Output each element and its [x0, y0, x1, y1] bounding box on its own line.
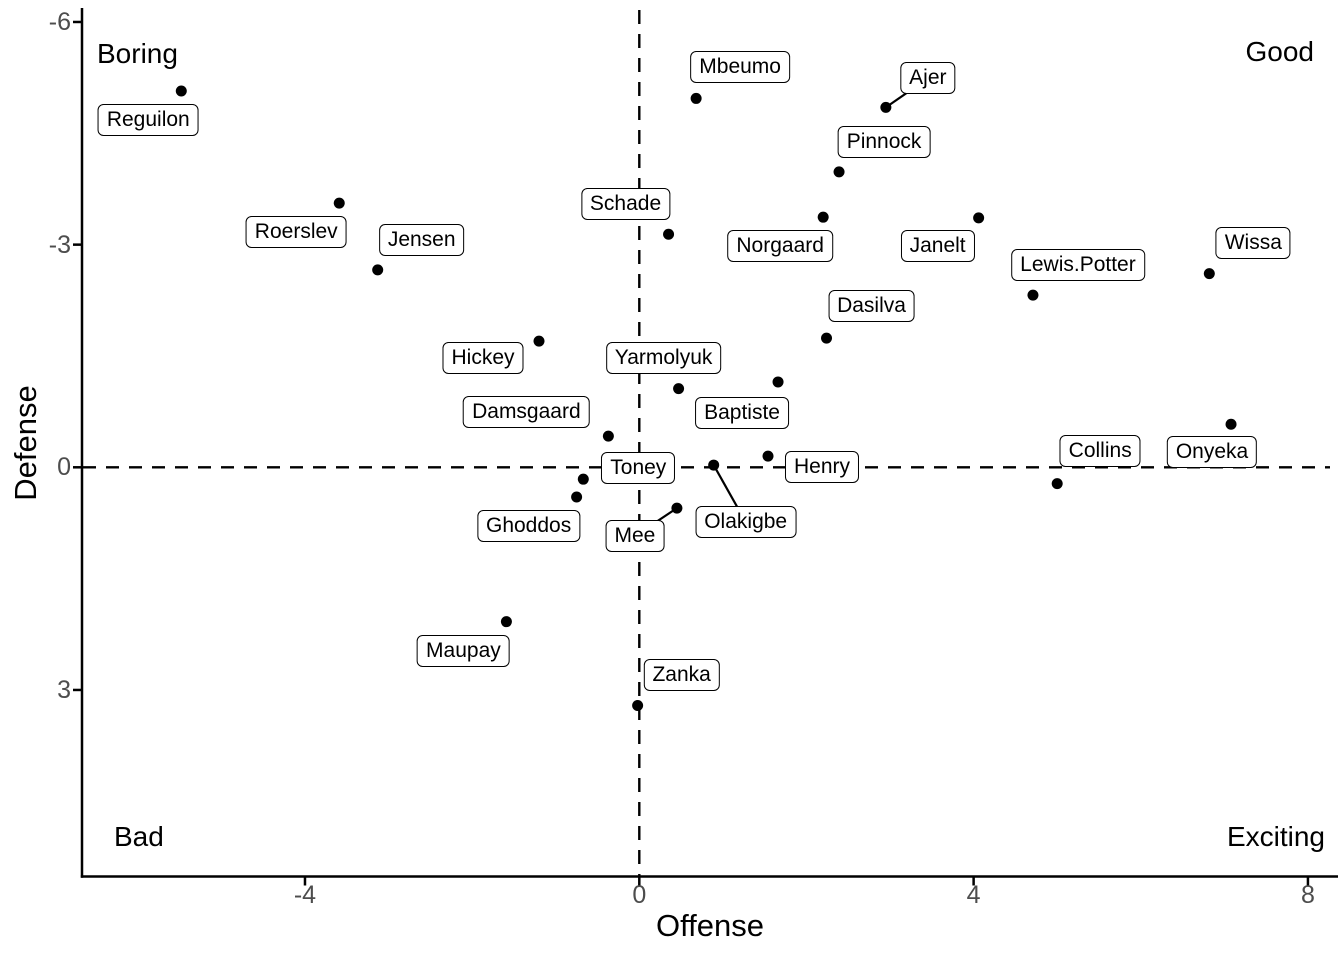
- point-label-mee: Mee: [605, 520, 665, 553]
- y-tick-label: 0: [57, 453, 71, 482]
- annotation-bottom-right: Exciting: [1226, 821, 1325, 852]
- point-label-norgaard: Norgaard: [727, 230, 833, 263]
- y-tick-label: -6: [48, 7, 71, 36]
- data-point-mbeumo: [690, 92, 702, 104]
- point-label-yarmolyuk: Yarmolyuk: [605, 341, 722, 374]
- point-label-collins: Collins: [1059, 434, 1141, 467]
- data-point-wissa: [1203, 268, 1215, 280]
- annotation-top-right: Good: [1245, 36, 1315, 67]
- data-point-lewis.potter: [1027, 289, 1039, 301]
- point-label-pinnock: Pinnock: [837, 125, 931, 158]
- point-label-toney: Toney: [601, 452, 676, 485]
- annotation-bottom-left: Bad: [114, 821, 164, 852]
- data-point-janelt: [973, 212, 985, 224]
- point-label-jensen: Jensen: [378, 223, 465, 256]
- data-point-toney: [577, 473, 589, 485]
- x-tick-label: 8: [1300, 881, 1315, 909]
- point-label-schade: Schade: [580, 188, 671, 221]
- point-label-henry: Henry: [784, 451, 860, 484]
- point-label-damsgaard: Damsgaard: [463, 396, 590, 429]
- point-label-janelt: Janelt: [900, 229, 975, 262]
- y-tick-label: -3: [48, 230, 71, 259]
- point-label-olakigbe: Olakigbe: [695, 506, 797, 539]
- data-point-damsgaard: [602, 430, 614, 442]
- x-tick-label: -4: [293, 881, 317, 909]
- point-label-dasilva: Dasilva: [828, 290, 915, 323]
- data-point-baptiste: [772, 376, 784, 388]
- point-label-roerslev: Roerslev: [245, 216, 347, 249]
- x-axis-title: Offense: [655, 908, 764, 943]
- point-label-ajer: Ajer: [900, 62, 956, 95]
- point-label-reguilon: Reguilon: [97, 104, 199, 136]
- data-point-schade: [663, 228, 675, 240]
- data-point-yarmolyuk: [673, 383, 685, 395]
- data-point-ajer: [880, 101, 892, 113]
- point-label-baptiste: Baptiste: [695, 396, 789, 429]
- point-label-mbeumo: Mbeumo: [690, 51, 790, 84]
- point-label-lewis.potter: Lewis.Potter: [1011, 249, 1145, 282]
- point-label-onyeka: Onyeka: [1166, 436, 1258, 469]
- data-point-maupay: [500, 616, 512, 628]
- data-point-reguilon: [175, 85, 187, 97]
- data-point-zanka: [632, 700, 644, 712]
- data-point-hickey: [533, 335, 545, 347]
- point-label-wissa: Wissa: [1215, 226, 1291, 259]
- point-label-zanka: Zanka: [643, 658, 720, 691]
- data-point-roerslev: [333, 197, 345, 209]
- data-point-collins: [1051, 478, 1063, 490]
- data-point-henry: [762, 450, 774, 462]
- data-point-norgaard: [817, 211, 829, 223]
- data-point-jensen: [372, 264, 384, 276]
- point-label-maupay: Maupay: [417, 634, 510, 667]
- x-tick-label: 0: [632, 881, 647, 909]
- y-tick-label: 3: [57, 675, 71, 704]
- annotation-top-left: Boring: [97, 38, 178, 69]
- data-point-onyeka: [1225, 418, 1237, 430]
- x-tick-label: 4: [966, 881, 981, 909]
- data-point-pinnock: [833, 166, 845, 178]
- y-axis-title: Defense: [8, 385, 43, 501]
- data-point-mee: [671, 502, 683, 514]
- point-label-hickey: Hickey: [442, 342, 524, 375]
- data-point-dasilva: [821, 332, 833, 344]
- data-point-olakigbe: [708, 459, 720, 471]
- point-label-ghoddos: Ghoddos: [476, 509, 581, 542]
- data-point-ghoddos: [571, 491, 583, 503]
